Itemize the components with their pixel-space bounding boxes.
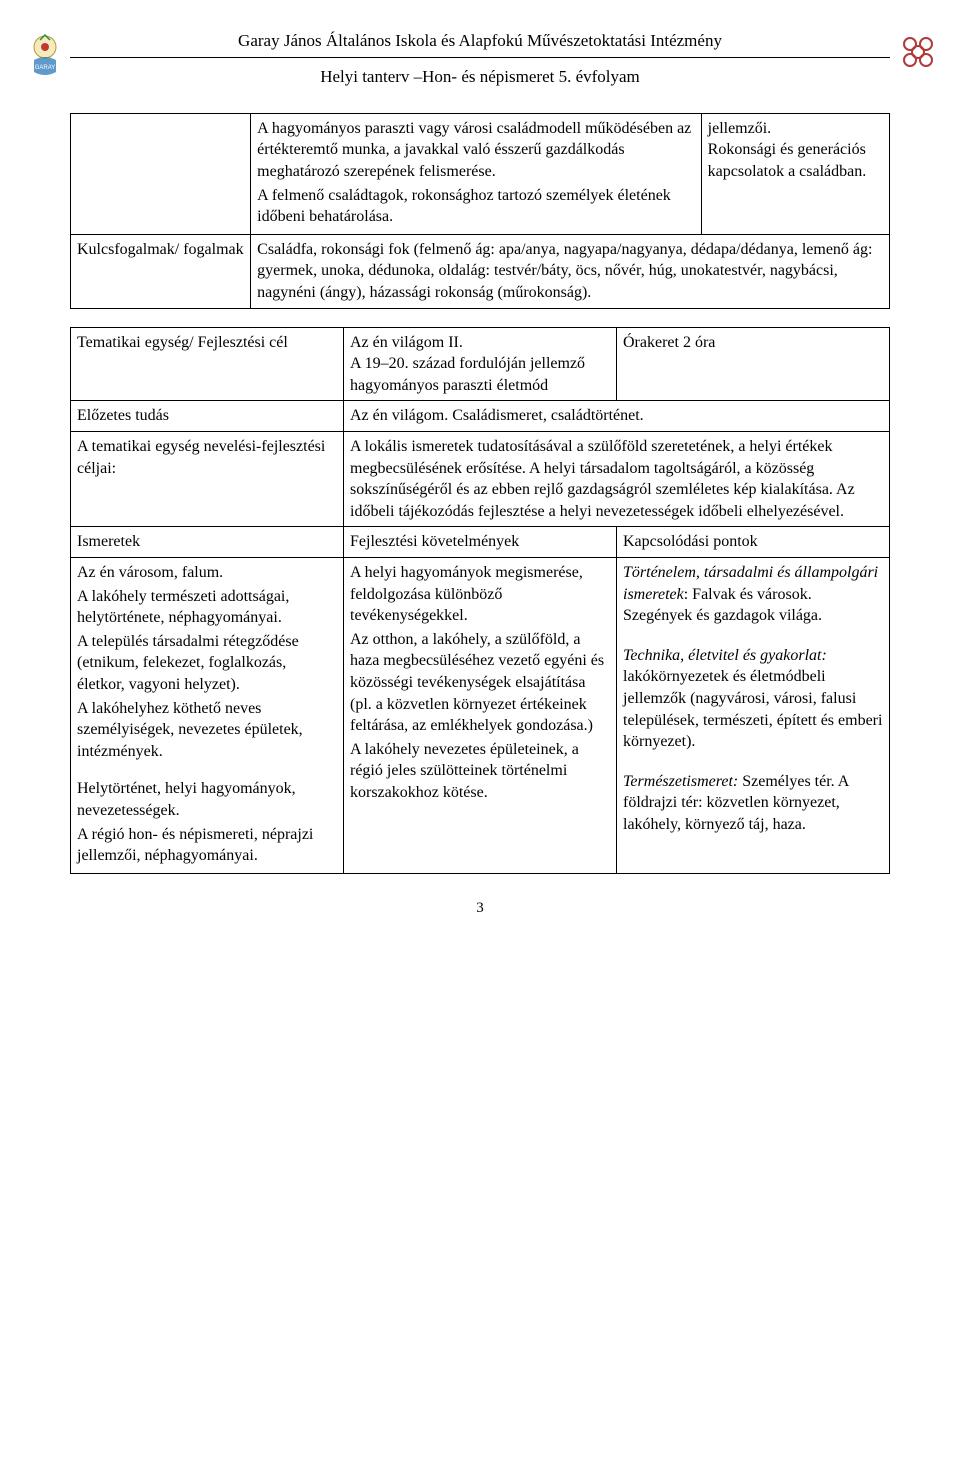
text: Fejlesztési követelmények [350, 533, 519, 550]
school-logo-left: GARAY [20, 30, 70, 80]
subject-block: Történelem, társadalmi és állampolgári i… [623, 562, 883, 627]
curriculum-block-a: A hagyományos paraszti vagy városi csalá… [70, 113, 890, 309]
cell-characteristics: jellemzői. Rokonsági és generációs kapcs… [701, 113, 889, 234]
cell-unit-title: Az én világom II. A 19–20. század fordul… [344, 327, 617, 401]
cell-family-model: A hagyományos paraszti vagy városi csalá… [251, 113, 701, 234]
cell-orakeret: Órakeret 2 óra [617, 327, 890, 401]
spacer [623, 631, 883, 645]
text: A felmenő családtagok, rokonsághoz tarto… [257, 185, 694, 228]
text: A helyi hagyományok megismerése, feldolg… [350, 562, 610, 627]
text: A település társadalmi rétegződése (etni… [77, 631, 337, 696]
header-fejlesztesi: Fejlesztési követelmények [344, 527, 617, 558]
label-text: A tematikai egység nevelési-fejlesztési … [77, 438, 325, 477]
label-tematikai-egyseg: Tematikai egység/ Fejlesztési cél [71, 327, 344, 401]
header-title: Garay János Általános Iskola és Alapfokú… [70, 30, 890, 58]
subject-label: Technika, életvitel és gyakorlat: [623, 647, 827, 664]
page-number: 3 [70, 898, 890, 918]
label-elozetes-tudas: Előzetes tudás [71, 401, 344, 432]
art-logo-right [896, 30, 940, 74]
svg-text:GARAY: GARAY [35, 65, 56, 71]
cell-kulcsfogalmak-text: Családfa, rokonsági fok (felmenő ág: apa… [251, 234, 890, 308]
text: A hagyományos paraszti vagy városi csalá… [257, 118, 694, 183]
text: A lokális ismeretek tudatosításával a sz… [350, 438, 855, 520]
label-text: Tematikai egység/ Fejlesztési cél [77, 334, 288, 351]
spacer [623, 757, 883, 771]
text: Családfa, rokonsági fok (felmenő ág: apa… [257, 241, 872, 301]
text: A lakóhely természeti adottságai, helytö… [77, 586, 337, 629]
label-text: Kulcsfogalmak/ fogalmak [77, 241, 244, 258]
label-nevelesi-celjai: A tematikai egység nevelési-fejlesztési … [71, 432, 344, 527]
text: Órakeret 2 óra [623, 334, 715, 351]
cell-elozetes-text: Az én világom. Családismeret, családtört… [344, 401, 890, 432]
subject-block: Technika, életvitel és gyakorlat: lakókö… [623, 645, 883, 753]
subject-label: Természetismeret: [623, 773, 738, 790]
text: Az én városom, falum. [77, 562, 337, 584]
cell-nevelesi-text: A lokális ismeretek tudatosításával a sz… [344, 432, 890, 527]
cell-kapcsolodasi-content: Történelem, társadalmi és állampolgári i… [617, 557, 890, 873]
text: Az én világom. Családismeret, családtört… [350, 407, 644, 424]
header-kapcsolodasi: Kapcsolódási pontok [617, 527, 890, 558]
curriculum-block-b: Tematikai egység/ Fejlesztési cél Az én … [70, 327, 890, 874]
text: A régió hon- és népismereti, néprajzi je… [77, 824, 337, 867]
empty-cell [71, 113, 251, 234]
title-line: Az én világom II. [350, 332, 610, 354]
text: jellemzői. Rokonsági és generációs kapcs… [708, 120, 867, 180]
text: A lakóhelyhez köthető neves személyisége… [77, 698, 337, 763]
text: Az otthon, a lakóhely, a szülőföld, a ha… [350, 629, 610, 737]
text: Ismeretek [77, 533, 140, 550]
label-text: Előzetes tudás [77, 407, 169, 424]
text: Kapcsolódási pontok [623, 533, 758, 550]
subject-block: Természetismeret: Személyes tér. A földr… [623, 771, 883, 836]
header-ismeretek: Ismeretek [71, 527, 344, 558]
cell-fejlesztesi-content: A helyi hagyományok megismerése, feldolg… [344, 557, 617, 873]
label-kulcsfogalmak: Kulcsfogalmak/ fogalmak [71, 234, 251, 308]
spacer [77, 764, 337, 778]
text: A lakóhely nevezetes épületeinek, a régi… [350, 739, 610, 804]
page-header: GARAY Garay János Általános Iskola és Al… [70, 30, 890, 89]
title-line: A 19–20. század fordulóján jellemző hagy… [350, 353, 610, 396]
subject-text: lakókörnyezetek és életmódbeli jellemzők… [623, 668, 882, 750]
text: Helytörténet, helyi hagyományok, nevezet… [77, 778, 337, 821]
cell-ismeretek-content: Az én városom, falum. A lakóhely termész… [71, 557, 344, 873]
header-subtitle: Helyi tanterv –Hon- és népismeret 5. évf… [70, 66, 890, 89]
